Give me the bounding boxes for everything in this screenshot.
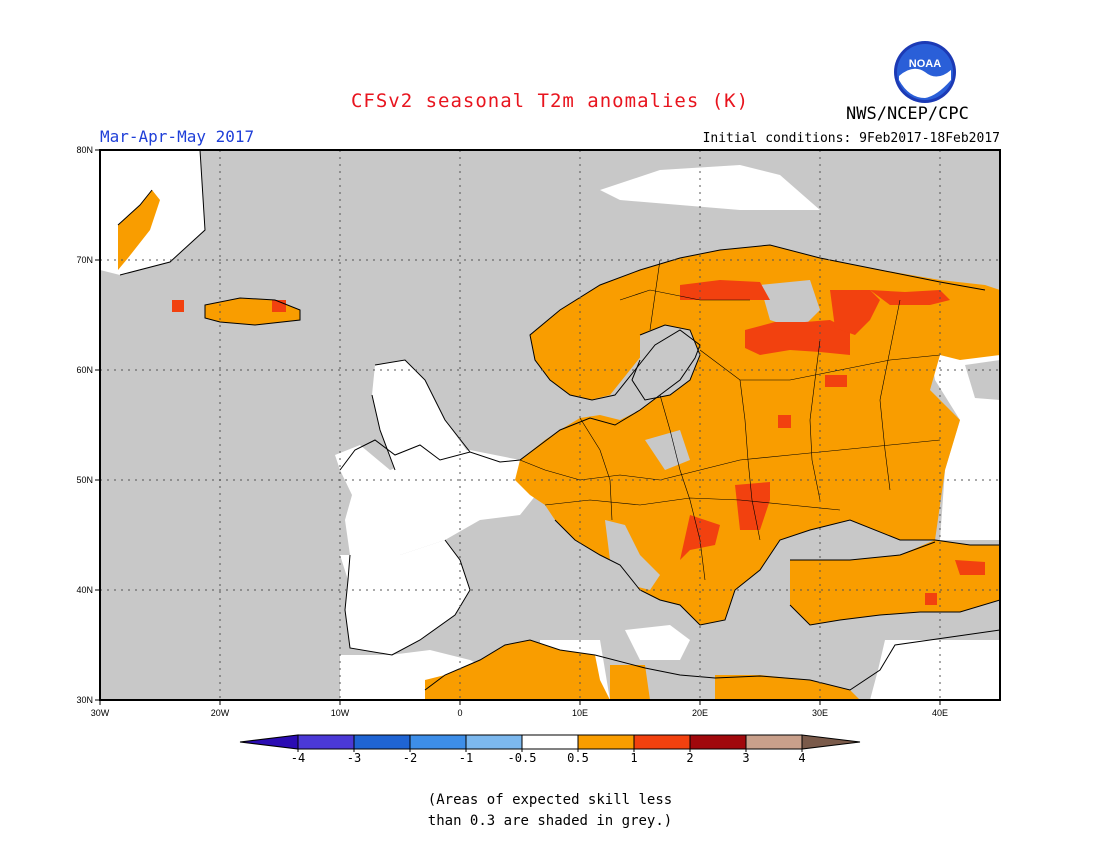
legend-label: 1 bbox=[630, 751, 637, 765]
legend-swatch bbox=[745, 734, 803, 750]
lat-label: 30N bbox=[76, 695, 93, 705]
lon-label: 10E bbox=[572, 708, 588, 718]
skill-note-line1: (Areas of expected skill less bbox=[427, 792, 673, 808]
country-borders bbox=[519, 259, 941, 581]
lon-label: 10W bbox=[331, 708, 350, 718]
legend-label: 3 bbox=[742, 751, 749, 765]
initial-conditions: Initial conditions: 9Feb2017-18Feb2017 bbox=[702, 131, 1000, 146]
grey-pockets bbox=[605, 280, 1000, 590]
legend-swatch bbox=[633, 734, 691, 750]
map-frame bbox=[99, 149, 1001, 701]
legend-label: 0.5 bbox=[567, 751, 589, 765]
legend-label: -2 bbox=[403, 751, 417, 765]
lon-label: 20E bbox=[692, 708, 708, 718]
legend-swatch bbox=[465, 734, 523, 750]
legend-arrow-high bbox=[801, 734, 861, 750]
legend-swatch bbox=[297, 734, 355, 750]
lon-label: 20W bbox=[211, 708, 230, 718]
forecast-period: Mar-Apr-May 2017 bbox=[100, 127, 255, 146]
graticule bbox=[100, 150, 1000, 700]
lat-label: 60N bbox=[76, 365, 93, 375]
legend-label: -4 bbox=[291, 751, 305, 765]
hot-anomaly-areas bbox=[172, 280, 985, 605]
axis-ticks bbox=[95, 149, 941, 705]
map-title: CFSv2 seasonal T2m anomalies (K) bbox=[350, 90, 750, 112]
legend-swatch bbox=[353, 734, 411, 750]
legend-swatch bbox=[577, 734, 635, 750]
noaa-logo: NOAA bbox=[894, 41, 956, 103]
color-legend: -4 -3 -2 -1 -0.5 0.5 1 2 3 4 bbox=[239, 734, 861, 765]
lat-label: 80N bbox=[76, 145, 93, 155]
lon-label: 0 bbox=[457, 708, 462, 718]
legend-swatch bbox=[689, 734, 747, 750]
legend-arrow-low bbox=[239, 734, 299, 750]
lon-labels: 30W 20W 10W 0 10E 20E 30E 40E bbox=[91, 708, 948, 718]
neutral-pockets bbox=[625, 625, 690, 660]
legend-swatch bbox=[409, 734, 467, 750]
lat-label: 50N bbox=[76, 475, 93, 485]
legend-label: 4 bbox=[798, 751, 805, 765]
coastlines bbox=[117, 150, 1000, 691]
lat-labels: 80N 70N 60N 50N 40N 30N bbox=[76, 145, 93, 705]
legend-label: -0.5 bbox=[508, 751, 537, 765]
lon-label: 30E bbox=[812, 708, 828, 718]
skill-note-line2: than 0.3 are shaded in grey.) bbox=[427, 813, 673, 829]
agency-label: NWS/NCEP/CPC bbox=[846, 104, 969, 124]
logo-text: NOAA bbox=[909, 58, 941, 70]
lat-label: 70N bbox=[76, 255, 93, 265]
legend-label: -1 bbox=[459, 751, 473, 765]
legend-label: 2 bbox=[686, 751, 693, 765]
lon-label: 40E bbox=[932, 708, 948, 718]
legend-swatch bbox=[521, 734, 579, 750]
lat-label: 40N bbox=[76, 585, 93, 595]
legend-label: -3 bbox=[347, 751, 361, 765]
lon-label: 30W bbox=[91, 708, 110, 718]
